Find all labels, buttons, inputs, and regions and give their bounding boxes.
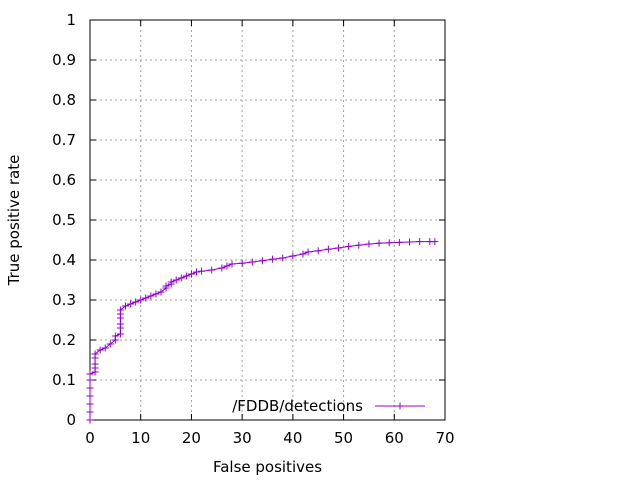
data-point-marker <box>223 262 231 270</box>
y-tick-label: 0.7 <box>52 131 76 149</box>
data-point-marker <box>127 300 135 308</box>
data-point-marker <box>182 272 190 280</box>
y-tick-label: 0.5 <box>52 211 76 229</box>
data-point-marker <box>116 320 124 328</box>
data-point-marker <box>375 239 383 247</box>
data-point-marker <box>122 302 129 310</box>
data-point-marker <box>279 254 287 262</box>
data-point-marker <box>238 259 246 267</box>
data-point-marker <box>406 238 413 246</box>
data-point-marker <box>187 270 195 278</box>
y-tick-label: 0.4 <box>52 251 76 269</box>
data-point-marker <box>365 240 373 248</box>
x-tick-label: 50 <box>334 429 353 447</box>
data-point-marker <box>86 376 94 384</box>
data-point-marker <box>385 239 393 247</box>
data-point-marker <box>248 258 256 266</box>
y-tick-label: 0.8 <box>52 91 76 109</box>
data-point-marker <box>167 278 175 286</box>
series-layer <box>86 238 439 424</box>
data-point-marker <box>198 267 206 275</box>
data-point-marker <box>142 294 150 302</box>
data-point-marker <box>172 276 180 284</box>
legend: /FDDB/detections <box>232 397 425 415</box>
data-point-marker <box>152 290 160 298</box>
data-point-marker <box>304 248 312 256</box>
x-tick-label: 0 <box>85 429 95 447</box>
data-point-marker <box>258 257 266 265</box>
data-point-marker <box>101 344 109 352</box>
x-tick-label: 30 <box>233 429 252 447</box>
data-point-marker <box>111 332 119 340</box>
data-point-marker <box>91 360 99 368</box>
x-tick-label: 60 <box>385 429 404 447</box>
y-axis-label: True positive rate <box>5 155 23 287</box>
data-point-marker <box>335 244 342 252</box>
axis-ticks: 0 10 20 30 40 50 60 70 0 0.1 0.2 0.3 0.4 0.5 0.6 0.7 0.8… <box>52 11 454 447</box>
y-tick-label: 0.3 <box>52 291 76 309</box>
data-point-marker <box>86 370 94 378</box>
data-point-marker <box>208 266 216 274</box>
data-point-marker <box>106 340 114 348</box>
data-point-marker <box>431 238 439 246</box>
data-point-marker <box>86 416 94 424</box>
data-point-marker <box>289 252 297 260</box>
data-point-marker <box>416 238 424 246</box>
y-tick-label: 1 <box>66 11 76 29</box>
x-axis-label: False positives <box>213 458 322 476</box>
data-point-marker <box>314 247 322 255</box>
data-point-marker <box>228 260 236 268</box>
data-point-marker <box>86 384 94 392</box>
series-line <box>89 241 435 420</box>
data-point-marker <box>86 392 94 400</box>
data-point-marker <box>299 250 307 258</box>
data-point-marker <box>162 282 170 290</box>
data-point-marker <box>177 274 185 282</box>
grid <box>90 20 445 420</box>
data-point-marker <box>96 346 104 354</box>
data-point-marker <box>157 288 165 296</box>
y-tick-label: 0.6 <box>52 171 76 189</box>
data-point-marker <box>395 238 403 246</box>
y-tick-label: 0.2 <box>52 331 76 349</box>
data-point-marker <box>132 298 140 306</box>
y-tick-label: 0.1 <box>52 371 76 389</box>
data-point-marker <box>324 245 332 253</box>
x-tick-label: 40 <box>283 429 302 447</box>
y-tick-label: 0 <box>66 411 76 429</box>
data-point-marker <box>86 408 94 416</box>
data-point-marker <box>193 268 200 276</box>
data-point-marker <box>86 400 94 408</box>
x-tick-label: 20 <box>182 429 201 447</box>
data-point-marker <box>269 255 277 263</box>
x-tick-label: 10 <box>131 429 150 447</box>
data-point-marker <box>218 264 226 272</box>
x-tick-label: 70 <box>435 429 454 447</box>
legend-label: /FDDB/detections <box>232 397 363 415</box>
data-point-marker <box>137 296 145 304</box>
data-point-marker <box>116 306 124 314</box>
data-point-marker <box>355 241 363 249</box>
data-point-marker <box>345 242 353 250</box>
data-point-marker <box>91 350 99 358</box>
y-tick-label: 0.9 <box>52 51 76 69</box>
data-point-marker <box>147 292 155 300</box>
data-point-marker <box>116 330 124 338</box>
legend-marker <box>396 402 404 410</box>
